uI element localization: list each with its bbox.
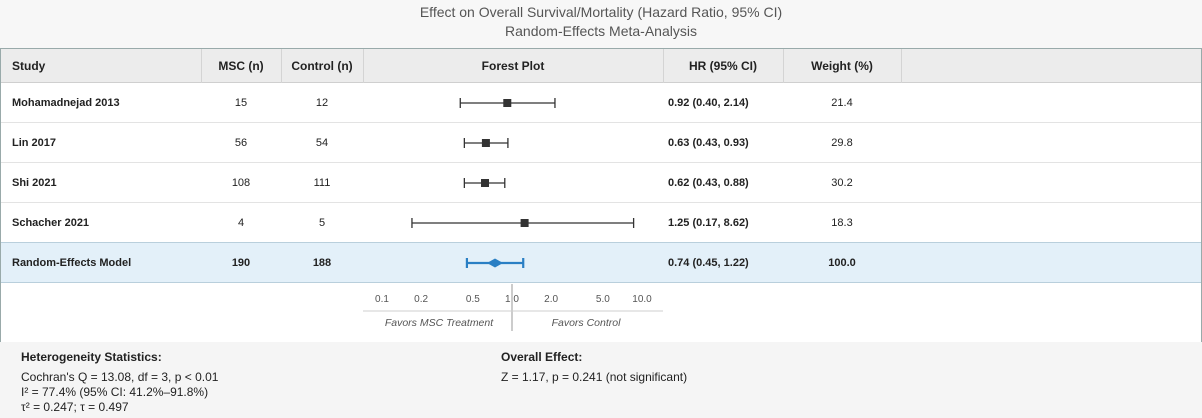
tick-label: 5.0: [596, 294, 610, 305]
chart-subtitle: Random-Effects Meta-Analysis: [505, 23, 697, 39]
model-name: Random-Effects Model: [12, 256, 132, 269]
tick-label: 2.0: [544, 294, 558, 305]
favors-left-label: Favors MSC Treatment: [385, 317, 494, 329]
heterogeneity-line: I² = 77.4% (95% CI: 41.2%–91.8%): [21, 385, 209, 399]
weight-value: 30.2: [831, 176, 853, 189]
control-count: 12: [315, 96, 329, 109]
table-row: Mohamadnejad 2013 15 12 0.92 (0.40, 2.14…: [1, 83, 1201, 123]
control-count: 5: [318, 216, 326, 229]
hr-value: 0.63 (0.43, 0.93): [668, 136, 749, 149]
table-row: Lin 2017 56 54 0.63 (0.43, 0.93) 29.8: [1, 123, 1201, 163]
column-divider: [281, 49, 282, 83]
study-name: Mohamadnejad 2013: [12, 96, 120, 109]
column-header-row: Study MSC (n) Control (n) Forest Plot HR…: [1, 49, 1201, 83]
hr-value: 1.25 (0.17, 8.62): [668, 216, 749, 229]
heterogeneity-line: Cochran's Q = 13.08, df = 3, p < 0.01: [21, 370, 219, 384]
pooled-diamond: [487, 258, 504, 268]
point-estimate: [481, 179, 490, 187]
model-hr-value: 0.74 (0.45, 1.22): [668, 256, 749, 269]
column-header-control: Control (n): [291, 58, 353, 73]
overall-effect-title: Overall Effect:: [501, 350, 583, 364]
pooled-model-row: Random-Effects Model 190 188 0.74 (0.45,…: [1, 242, 1201, 283]
control-count: 111: [313, 176, 331, 189]
column-divider: [783, 49, 784, 83]
hr-value: 0.92 (0.40, 2.14): [668, 96, 749, 109]
favors-right-label: Favors Control: [552, 317, 622, 329]
chart-header: Effect on Overall Survival/Mortality (Ha…: [0, 0, 1202, 48]
control-count: 54: [315, 136, 329, 149]
heterogeneity-line: τ² = 0.247; τ = 0.497: [21, 400, 129, 414]
point-estimate: [503, 99, 512, 107]
point-estimate: [520, 219, 529, 227]
statistics-panel: Heterogeneity Statistics: Cochran's Q = …: [0, 342, 1202, 418]
column-header-study: Study: [12, 58, 46, 73]
tick-label: 10.0: [632, 294, 652, 305]
model-weight-value: 100.0: [828, 256, 856, 269]
msc-count: 15: [234, 96, 248, 109]
column-header-weight: Weight (%): [811, 58, 873, 73]
heterogeneity-title: Heterogeneity Statistics:: [21, 350, 162, 364]
column-divider: [663, 49, 664, 83]
msc-count: 108: [231, 176, 251, 189]
hr-value: 0.62 (0.43, 0.88): [668, 176, 749, 189]
column-divider: [201, 49, 202, 83]
column-divider: [363, 49, 364, 83]
column-header-msc: MSC (n): [218, 58, 264, 73]
study-name: Schacher 2021: [12, 216, 90, 229]
msc-total: 190: [231, 256, 251, 269]
column-header-forest-plot: Forest Plot: [481, 58, 545, 73]
weight-value: 18.3: [831, 216, 853, 229]
study-name: Lin 2017: [12, 136, 57, 149]
chart-title: Effect on Overall Survival/Mortality (Ha…: [419, 4, 783, 20]
forest-table: Study MSC (n) Control (n) Forest Plot HR…: [0, 48, 1202, 342]
overall-effect-line: Z = 1.17, p = 0.241 (not significant): [501, 370, 688, 384]
column-header-hr: HR (95% CI): [688, 58, 757, 73]
point-estimate: [481, 139, 490, 147]
msc-count: 56: [234, 136, 248, 149]
column-divider: [901, 49, 902, 83]
control-total: 188: [312, 256, 332, 269]
tick-label: 0.2: [414, 294, 428, 305]
study-name: Shi 2021: [12, 176, 57, 189]
msc-count: 4: [237, 216, 245, 229]
tick-label: 0.5: [466, 294, 480, 305]
weight-value: 21.4: [831, 96, 853, 109]
table-row: Shi 2021 108 111 0.62 (0.43, 0.88) 30.2: [1, 163, 1201, 203]
tick-label: 0.1: [375, 294, 389, 305]
weight-value: 29.8: [831, 136, 853, 149]
